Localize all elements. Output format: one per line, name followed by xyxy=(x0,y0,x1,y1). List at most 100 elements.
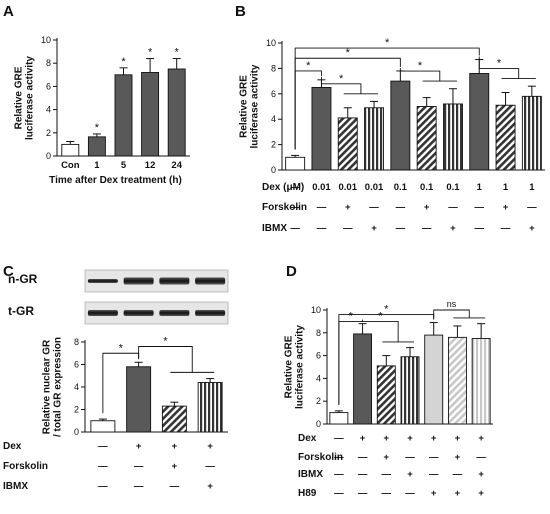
significance-bracket xyxy=(362,320,399,342)
panel-c-chart: 0 2 4 6 8 Relative nuclear GR/ total GR expre… xyxy=(3,269,229,492)
bar xyxy=(87,136,106,157)
treatment-cell: + xyxy=(455,488,461,499)
n-gr-blot-strip xyxy=(84,269,229,293)
treatment-row-label: Forskolin xyxy=(262,202,307,213)
treatment-cell: — xyxy=(501,223,511,234)
y-tick-label: 8 xyxy=(46,58,51,68)
bar xyxy=(390,80,411,171)
treatment-cell: — xyxy=(396,202,406,213)
treatment-cell: — xyxy=(405,452,415,463)
significance-star: * xyxy=(497,58,502,70)
treatment-cell: + xyxy=(478,469,484,480)
panel-letter-b: B xyxy=(235,3,246,20)
treatment-cell: — xyxy=(343,223,353,234)
treatment-cell: — xyxy=(98,481,108,492)
y-tick-label: 0 xyxy=(46,151,51,161)
y-tick-label: 2 xyxy=(74,405,79,415)
treatment-cell: — xyxy=(422,223,432,234)
treatment-cell: + xyxy=(360,433,366,444)
y-tick-label: 4 xyxy=(46,105,51,115)
significance-star: * xyxy=(418,60,423,72)
x-axis-label: Time after Dex treatment (h) xyxy=(49,175,182,186)
blot-band xyxy=(123,310,154,316)
y-tick-label: 0 xyxy=(271,165,276,175)
y-axis-label: Relative GREluciferase activity xyxy=(14,56,36,140)
treatment-cell: + xyxy=(384,433,390,444)
x-tick-label: 12 xyxy=(145,160,156,171)
y-tick-label: 6 xyxy=(74,360,79,370)
treatment-row-label: IBMX xyxy=(3,481,28,492)
treatment-cell: 0.01 xyxy=(365,182,384,193)
significance-bracket xyxy=(138,346,193,373)
treatment-cell: — xyxy=(334,469,344,480)
x-tick-label: 5 xyxy=(121,160,127,171)
significance-star: * xyxy=(121,56,126,68)
treatment-cell: — xyxy=(134,461,144,472)
treatment-cell: 1 xyxy=(503,182,509,193)
significance-star: * xyxy=(148,47,153,59)
y-axis-label-line: Relative GRE xyxy=(239,75,250,138)
y-tick-label: 2 xyxy=(316,396,321,406)
significance-star: * xyxy=(349,310,354,322)
treatment-cell: + xyxy=(207,441,213,452)
x-tick-label: Con xyxy=(61,160,80,171)
treatment-cell: + xyxy=(424,202,430,213)
x-tick-label: 1 xyxy=(94,160,100,171)
y-axis-label-line: luciferase activity xyxy=(25,56,36,140)
bar xyxy=(114,74,133,157)
bar xyxy=(400,356,420,425)
bar xyxy=(285,156,306,171)
blot-band xyxy=(195,277,226,285)
treatment-row-label: IBMX xyxy=(298,469,323,480)
significance-bracket xyxy=(433,309,470,320)
bar xyxy=(495,104,516,171)
bar xyxy=(443,103,463,171)
treatment-row-label: Dex (μM) xyxy=(262,182,304,193)
treatment-cell: 0.01 xyxy=(312,182,331,193)
bar xyxy=(311,86,332,171)
treatment-cell: — xyxy=(448,202,458,213)
treatment-row-label: Forskolin xyxy=(3,461,48,472)
treatment-cell: + xyxy=(172,441,178,452)
y-tick-label: 4 xyxy=(316,373,321,383)
ns-label: ns xyxy=(447,299,457,309)
treatment-cell: + xyxy=(345,202,351,213)
y-axis-label-line: luciferase activity xyxy=(250,64,261,148)
treatment-cell: — xyxy=(98,461,108,472)
treatment-cell: — xyxy=(334,452,344,463)
bar xyxy=(197,382,223,433)
treatment-cell: 0.1 xyxy=(446,182,460,193)
significance-star: * xyxy=(384,304,389,316)
treatment-cell: + xyxy=(450,223,456,234)
bar xyxy=(471,338,491,425)
y-tick-label: 10 xyxy=(311,305,321,315)
treatment-cell: — xyxy=(405,488,415,499)
treatment-row-label: H89 xyxy=(298,488,317,499)
y-axis-label-line: / total GR expression xyxy=(53,337,64,437)
y-axis-label-line: Relative GRE xyxy=(14,66,25,129)
treatment-cell: — xyxy=(475,202,485,213)
treatment-cell: — xyxy=(98,441,108,452)
panel-d-chart: 0 2 4 6 8 10 Relative GREluciferase activity De… xyxy=(284,299,493,499)
bar xyxy=(469,73,490,171)
treatment-cell: + xyxy=(478,488,484,499)
bar xyxy=(353,333,373,425)
x-tick-label: 24 xyxy=(171,160,182,171)
treatment-cell: — xyxy=(475,223,485,234)
bar xyxy=(61,143,80,157)
bar xyxy=(424,334,444,425)
treatment-cell: — xyxy=(476,452,486,463)
significance-star: * xyxy=(95,122,100,134)
treatment-cell: + xyxy=(503,202,509,213)
y-tick-label: 10 xyxy=(41,35,51,45)
treatment-cell: + xyxy=(529,223,535,234)
significance-bracket xyxy=(399,67,441,82)
bar xyxy=(161,405,187,433)
treatment-cell: + xyxy=(455,452,461,463)
blot-band xyxy=(159,310,190,316)
treatment-cell: — xyxy=(334,488,344,499)
treatment-cell: — xyxy=(290,223,300,234)
significance-bracket xyxy=(338,319,364,405)
